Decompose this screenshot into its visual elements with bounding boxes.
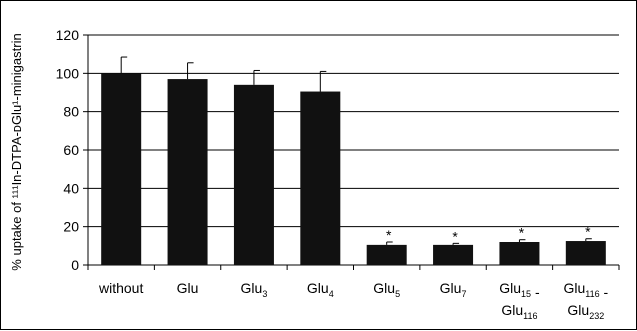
y-tick-label: 20: [63, 219, 79, 235]
significance-markers: * * * *: [386, 224, 591, 245]
significance-star: *: [585, 224, 591, 240]
bar: [565, 241, 606, 265]
x-tick-label: Glu15 -: [499, 280, 540, 300]
y-axis-label: % uptake of ¹¹¹In-DTPA-ᴅGlu¹-minigastrin: [9, 33, 24, 270]
y-tick-label: 100: [56, 65, 80, 81]
significance-star: *: [519, 225, 525, 241]
x-tick-label: Glu7: [440, 280, 467, 299]
bar: [300, 91, 341, 266]
bars: [101, 73, 606, 266]
bar: [433, 244, 474, 265]
bar: [499, 242, 540, 265]
bar: [233, 84, 274, 265]
bar: [167, 79, 208, 265]
x-tick-label: Glu116 -: [563, 280, 608, 300]
y-tick-label: 40: [63, 180, 79, 196]
x-tick-label: Glu116: [501, 302, 537, 321]
x-tick-label: Glu: [177, 280, 199, 296]
bar: [101, 73, 142, 265]
bar: [366, 244, 407, 265]
y-tick-label: 60: [63, 142, 79, 158]
x-tick-labels: without Glu Glu3 Glu4 Glu5 Glu7 Glu15 - Glu116 G…: [98, 280, 608, 321]
x-tick-label: Glu3: [241, 280, 268, 299]
y-tick-label: 0: [71, 257, 79, 273]
y-tick-label: 120: [56, 27, 80, 43]
y-tick-label: 80: [63, 104, 79, 120]
axes: [83, 34, 620, 270]
y-tick-labels: 0 20 40 60 80 100 120: [56, 27, 80, 273]
x-tick-label: Glu5: [373, 280, 400, 299]
significance-star: *: [452, 228, 458, 244]
x-tick-label: without: [98, 280, 143, 296]
significance-star: *: [386, 227, 392, 243]
x-tick-label: Glu232: [567, 302, 604, 321]
x-tick-label: Glu4: [307, 280, 334, 299]
error-bars: [120, 56, 592, 245]
